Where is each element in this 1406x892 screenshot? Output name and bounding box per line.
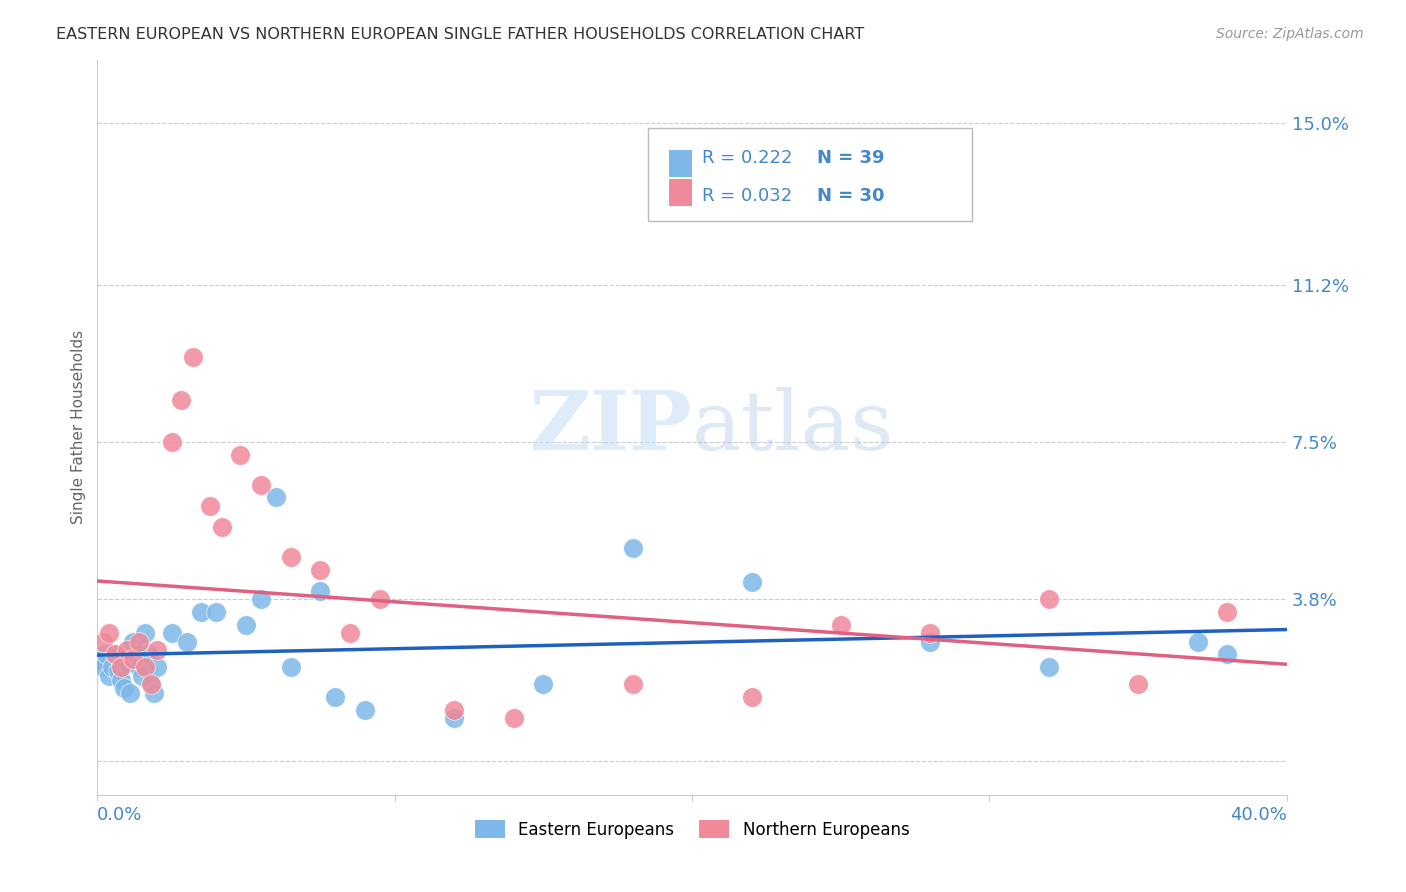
Point bbox=[1216, 605, 1239, 619]
Text: N = 30: N = 30 bbox=[817, 187, 884, 205]
Text: 0.0%: 0.0% bbox=[97, 806, 143, 824]
Point bbox=[101, 660, 124, 674]
Point bbox=[125, 648, 148, 662]
Point bbox=[91, 660, 114, 674]
Point bbox=[354, 703, 377, 717]
Point bbox=[741, 690, 763, 704]
Text: EASTERN EUROPEAN VS NORTHERN EUROPEAN SINGLE FATHER HOUSEHOLDS CORRELATION CHART: EASTERN EUROPEAN VS NORTHERN EUROPEAN SI… bbox=[56, 27, 865, 42]
Point bbox=[128, 660, 150, 674]
Point bbox=[98, 669, 121, 683]
Point bbox=[122, 651, 145, 665]
Point bbox=[98, 626, 121, 640]
Point bbox=[139, 677, 162, 691]
Point bbox=[621, 541, 644, 556]
Point bbox=[229, 448, 252, 462]
Point bbox=[160, 626, 183, 640]
Point bbox=[181, 350, 204, 364]
Legend: Eastern Europeans, Northern Europeans: Eastern Europeans, Northern Europeans bbox=[468, 814, 915, 846]
Point bbox=[741, 575, 763, 590]
Text: R = 0.222: R = 0.222 bbox=[702, 149, 792, 167]
Point bbox=[128, 634, 150, 648]
Text: 40.0%: 40.0% bbox=[1230, 806, 1286, 824]
Point bbox=[309, 583, 332, 598]
Point bbox=[830, 617, 852, 632]
Point bbox=[235, 617, 257, 632]
Point bbox=[200, 499, 222, 513]
Point bbox=[309, 562, 332, 576]
Point bbox=[1216, 648, 1239, 662]
Point bbox=[918, 634, 941, 648]
Point bbox=[250, 592, 273, 607]
Point bbox=[115, 656, 138, 670]
Point bbox=[368, 592, 391, 607]
Text: ZIP: ZIP bbox=[530, 387, 692, 467]
Point bbox=[339, 626, 361, 640]
Point bbox=[1126, 677, 1149, 691]
Text: atlas: atlas bbox=[692, 387, 894, 467]
Point bbox=[1038, 660, 1060, 674]
Point bbox=[443, 703, 465, 717]
Point bbox=[531, 677, 554, 691]
Point bbox=[146, 660, 169, 674]
Point bbox=[134, 660, 156, 674]
Point bbox=[96, 648, 118, 662]
Point bbox=[104, 648, 127, 662]
Point bbox=[110, 673, 132, 687]
Point bbox=[918, 626, 941, 640]
Text: R = 0.032: R = 0.032 bbox=[702, 187, 792, 205]
Text: N = 39: N = 39 bbox=[817, 149, 884, 167]
Point bbox=[136, 648, 159, 662]
Point bbox=[1038, 592, 1060, 607]
Text: Source: ZipAtlas.com: Source: ZipAtlas.com bbox=[1216, 27, 1364, 41]
Point bbox=[110, 660, 132, 674]
Point bbox=[169, 392, 191, 407]
Point bbox=[91, 634, 114, 648]
Point bbox=[205, 605, 228, 619]
Point bbox=[89, 651, 111, 665]
Point bbox=[160, 435, 183, 450]
Point bbox=[250, 477, 273, 491]
Point bbox=[131, 669, 153, 683]
Point bbox=[280, 660, 302, 674]
Point bbox=[211, 520, 233, 534]
Point bbox=[621, 677, 644, 691]
Point bbox=[280, 549, 302, 564]
Point bbox=[264, 490, 287, 504]
Point bbox=[142, 686, 165, 700]
Point bbox=[190, 605, 212, 619]
Point bbox=[134, 626, 156, 640]
Point bbox=[122, 634, 145, 648]
Point bbox=[120, 686, 142, 700]
Point bbox=[502, 711, 524, 725]
Point bbox=[146, 643, 169, 657]
Y-axis label: Single Father Households: Single Father Households bbox=[72, 330, 86, 524]
Point bbox=[323, 690, 346, 704]
Point bbox=[112, 681, 135, 696]
Point bbox=[176, 634, 198, 648]
Point bbox=[1187, 634, 1209, 648]
Point bbox=[443, 711, 465, 725]
Point bbox=[107, 665, 129, 679]
Point bbox=[115, 643, 138, 657]
Point bbox=[104, 648, 127, 662]
Point bbox=[139, 677, 162, 691]
